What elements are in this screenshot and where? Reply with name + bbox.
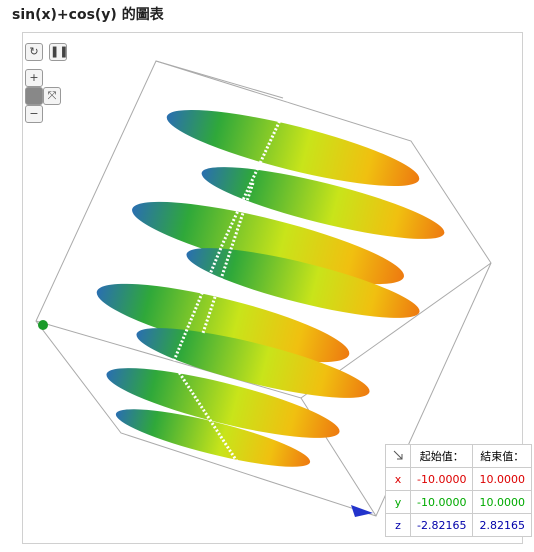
mesh [171, 102, 290, 464]
cell: 2.82165 [472, 513, 532, 537]
axis-mode[interactable]: ⤧ [43, 87, 61, 105]
cell: z [385, 513, 411, 537]
camera-mode[interactable] [25, 87, 43, 105]
reset-button[interactable]: ↻ [25, 43, 43, 61]
corner-icon [393, 450, 403, 459]
plot [35, 60, 492, 517]
graph-frame: ↻ ❚❚ + ⤧ − [22, 32, 523, 544]
cell: 10.0000 [472, 467, 532, 491]
header-cell: 起始值： [409, 444, 474, 468]
pause-button[interactable]: ❚❚ [49, 43, 68, 61]
title: sin(x)+cos(y) 的圖表 [12, 7, 164, 23]
surface [96, 109, 445, 467]
range-table: 起始值： 結束值： x -10.0000 10.0000 y -10.0000 10.0… [385, 444, 532, 537]
corner [385, 444, 411, 468]
cell: x [385, 467, 411, 491]
cube [35, 60, 492, 517]
axis-point [38, 320, 48, 330]
zoom-out[interactable]: − [25, 105, 43, 123]
header-cell: 結束值： [472, 444, 532, 468]
cell: y [385, 490, 411, 514]
axis-point [351, 505, 373, 517]
zoom-in[interactable]: + [25, 69, 43, 87]
cell: -10.0000 [409, 490, 474, 514]
cell: -10.0000 [409, 467, 474, 491]
cell: -2.82165 [409, 513, 474, 537]
cell: 10.0000 [472, 490, 532, 514]
